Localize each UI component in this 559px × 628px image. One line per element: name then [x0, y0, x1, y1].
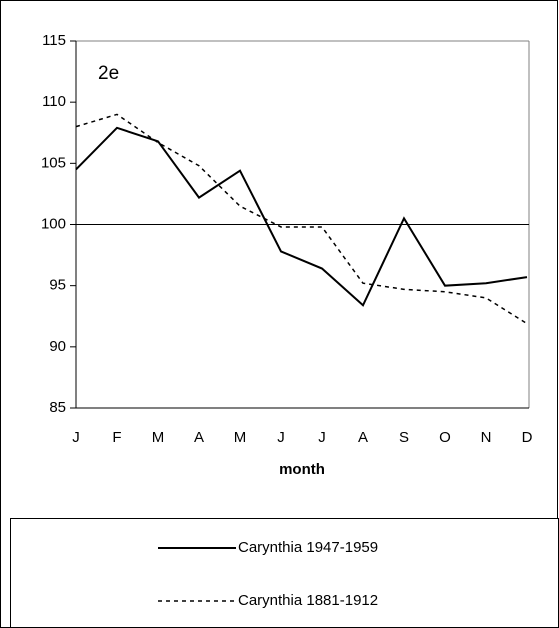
y-tick-label: 90 [49, 338, 66, 355]
x-tick-label: M [152, 429, 165, 446]
x-tick-label: F [112, 429, 121, 446]
x-tick-label: A [194, 429, 204, 446]
y-tick-label: 105 [41, 154, 66, 171]
x-tick-label: J [72, 429, 80, 446]
series-line [75, 113, 528, 325]
y-tick-label: 85 [49, 399, 66, 416]
x-tick-label: J [277, 429, 285, 446]
x-tick-label: S [399, 429, 409, 446]
annotation: 2e [98, 63, 119, 84]
x-tick-label: A [358, 429, 368, 446]
legend-box [10, 518, 559, 628]
y-tick-label: 110 [42, 93, 66, 110]
y-tick-label: 95 [49, 277, 66, 294]
x-tick-label: O [439, 429, 451, 446]
x-tick-label: D [522, 429, 533, 446]
y-tick-label: 100 [41, 215, 66, 232]
x-tick-label: M [234, 429, 247, 446]
y-tick-label: 115 [42, 32, 66, 49]
series-line [75, 126, 528, 307]
x-tick-label: J [318, 429, 326, 446]
legend-label: Carynthia 1881-1912 [238, 592, 378, 609]
x-axis-label: month [279, 461, 325, 478]
x-tick-label: N [481, 429, 492, 446]
legend-label: Carynthia 1947-1959 [238, 539, 378, 556]
